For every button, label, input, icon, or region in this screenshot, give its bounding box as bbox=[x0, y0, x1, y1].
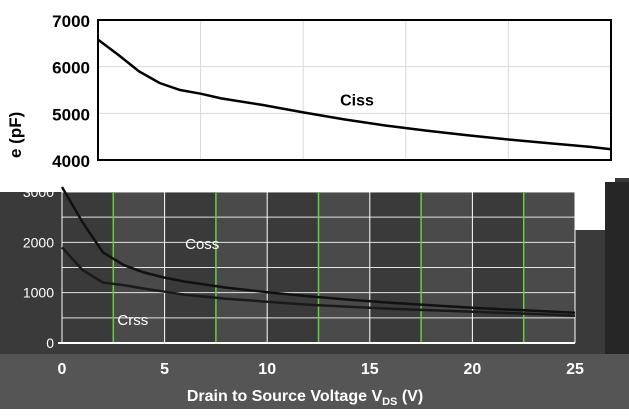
lower-bottom-strip bbox=[0, 409, 629, 417]
x-axis-label-main: Drain to Source Voltage V bbox=[187, 388, 383, 405]
upper-background bbox=[0, 0, 629, 178]
lower-x-tick-label: 25 bbox=[566, 361, 584, 378]
upper-y-tick-label: 5000 bbox=[52, 105, 90, 124]
lower-x-tick-label: 0 bbox=[58, 361, 67, 378]
lower-y-tick-label: 1000 bbox=[23, 285, 54, 301]
upper-plot-frame bbox=[97, 19, 612, 161]
coss-series-label: Coss bbox=[185, 236, 219, 253]
lower-y-tick-label: 3000 bbox=[23, 184, 54, 200]
crss-series-line bbox=[61, 246, 576, 318]
lower-y-tick-label: 0 bbox=[46, 335, 54, 351]
upper-chart-panel: 4000 5000 6000 7000 e (pF) Ciss bbox=[0, 0, 629, 178]
coss-series-line bbox=[60, 186, 576, 315]
upper-y-axis-label: e (pF) bbox=[6, 112, 25, 158]
lower-y-tick-label: 2000 bbox=[23, 234, 54, 250]
lower-x-tick-label: 10 bbox=[258, 361, 276, 378]
crss-series-label: Crss bbox=[117, 312, 148, 329]
upper-y-tick-label: 7000 bbox=[52, 12, 90, 31]
lower-x-tick-label: 15 bbox=[361, 361, 379, 378]
lower-chart-panel: 0 1000 2000 3000 0 5 10 15 20 25 Drain to Source V… bbox=[0, 178, 629, 417]
lower-x-tick-label: 20 bbox=[464, 361, 482, 378]
ciss-series-label: Ciss bbox=[340, 92, 374, 109]
x-axis-label-unit: (V) bbox=[397, 388, 423, 405]
lower-right-edge bbox=[605, 182, 629, 354]
lower-top-strip bbox=[0, 178, 599, 192]
lower-x-tick-label: 5 bbox=[160, 361, 169, 378]
ciss-series-line bbox=[97, 38, 612, 151]
upper-y-tick-label: 6000 bbox=[52, 59, 90, 78]
lower-axis-band bbox=[0, 354, 629, 409]
x-axis-label-subscript: DS bbox=[382, 396, 397, 408]
upper-y-tick-label: 4000 bbox=[52, 152, 90, 171]
lower-x-axis-label: Drain to Source Voltage VDS (V) bbox=[187, 388, 423, 408]
